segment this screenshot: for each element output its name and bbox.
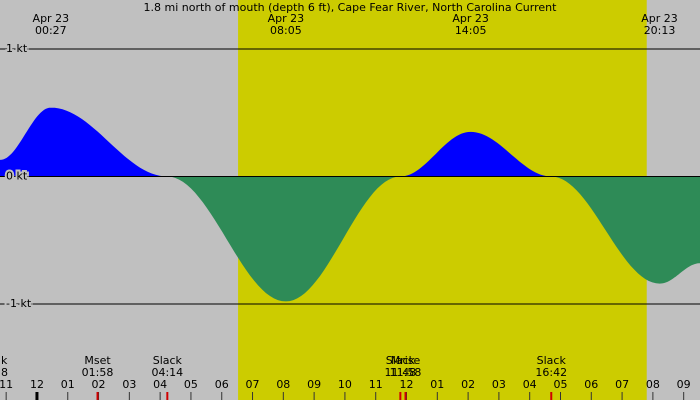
x-tick-label: 11 <box>369 378 383 391</box>
event-time: 8 <box>1 366 8 379</box>
x-tick-label: 03 <box>122 378 136 391</box>
x-tick-label: 06 <box>584 378 598 391</box>
x-tick-label: 09 <box>307 378 321 391</box>
x-tick-label: 02 <box>461 378 475 391</box>
x-tick-label: 12 <box>30 378 44 391</box>
y-tick-label: 1 kt <box>6 42 28 55</box>
x-tick-label: 01 <box>430 378 444 391</box>
x-tick-label: 12 <box>400 378 414 391</box>
x-tick-label: 07 <box>246 378 260 391</box>
x-tick-label: 10 <box>338 378 352 391</box>
x-tick-label: 07 <box>615 378 629 391</box>
x-tick-label: 05 <box>553 378 567 391</box>
event-name: k <box>1 354 8 367</box>
y-tick-label: -1 kt <box>6 297 32 310</box>
x-tick-label: 08 <box>276 378 290 391</box>
x-tick-label: 04 <box>523 378 537 391</box>
event-time: 11:48 <box>385 366 417 379</box>
chart-title: 1.8 mi north of mouth (depth 6 ft), Cape… <box>144 1 558 14</box>
event-name: Slack <box>153 354 183 367</box>
event-time: 20:13 <box>644 24 676 37</box>
y-tick-label: 0 kt <box>6 170 28 183</box>
event-time: 04:14 <box>151 366 183 379</box>
event-name: Mrise <box>391 354 421 367</box>
event-time: 01:58 <box>82 366 114 379</box>
flood-area <box>0 107 700 177</box>
ebb-area <box>0 176 700 302</box>
x-tick-label: 06 <box>215 378 229 391</box>
event-time: 11:58 <box>390 366 422 379</box>
event-time: 08:05 <box>270 24 302 37</box>
x-tick-label: 05 <box>184 378 198 391</box>
event-date: Apr 23 <box>268 12 305 25</box>
event-name: Mset <box>84 354 111 367</box>
event-time: 00:27 <box>35 24 67 37</box>
x-tick-label: 08 <box>646 378 660 391</box>
x-tick-label: 01 <box>61 378 75 391</box>
event-date: Apr 23 <box>33 12 70 25</box>
event-name: Slack <box>386 354 416 367</box>
event-date: Apr 23 <box>641 12 678 25</box>
event-time: 14:05 <box>455 24 487 37</box>
x-tick-label: 03 <box>492 378 506 391</box>
event-name: Slack <box>537 354 567 367</box>
x-tick-label: 02 <box>92 378 106 391</box>
event-date: Apr 23 <box>452 12 489 25</box>
event-time: 16:42 <box>535 366 567 379</box>
x-tick-label: 11 <box>0 378 13 391</box>
x-tick-label: 04 <box>153 378 167 391</box>
x-tick-label: 09 <box>677 378 691 391</box>
